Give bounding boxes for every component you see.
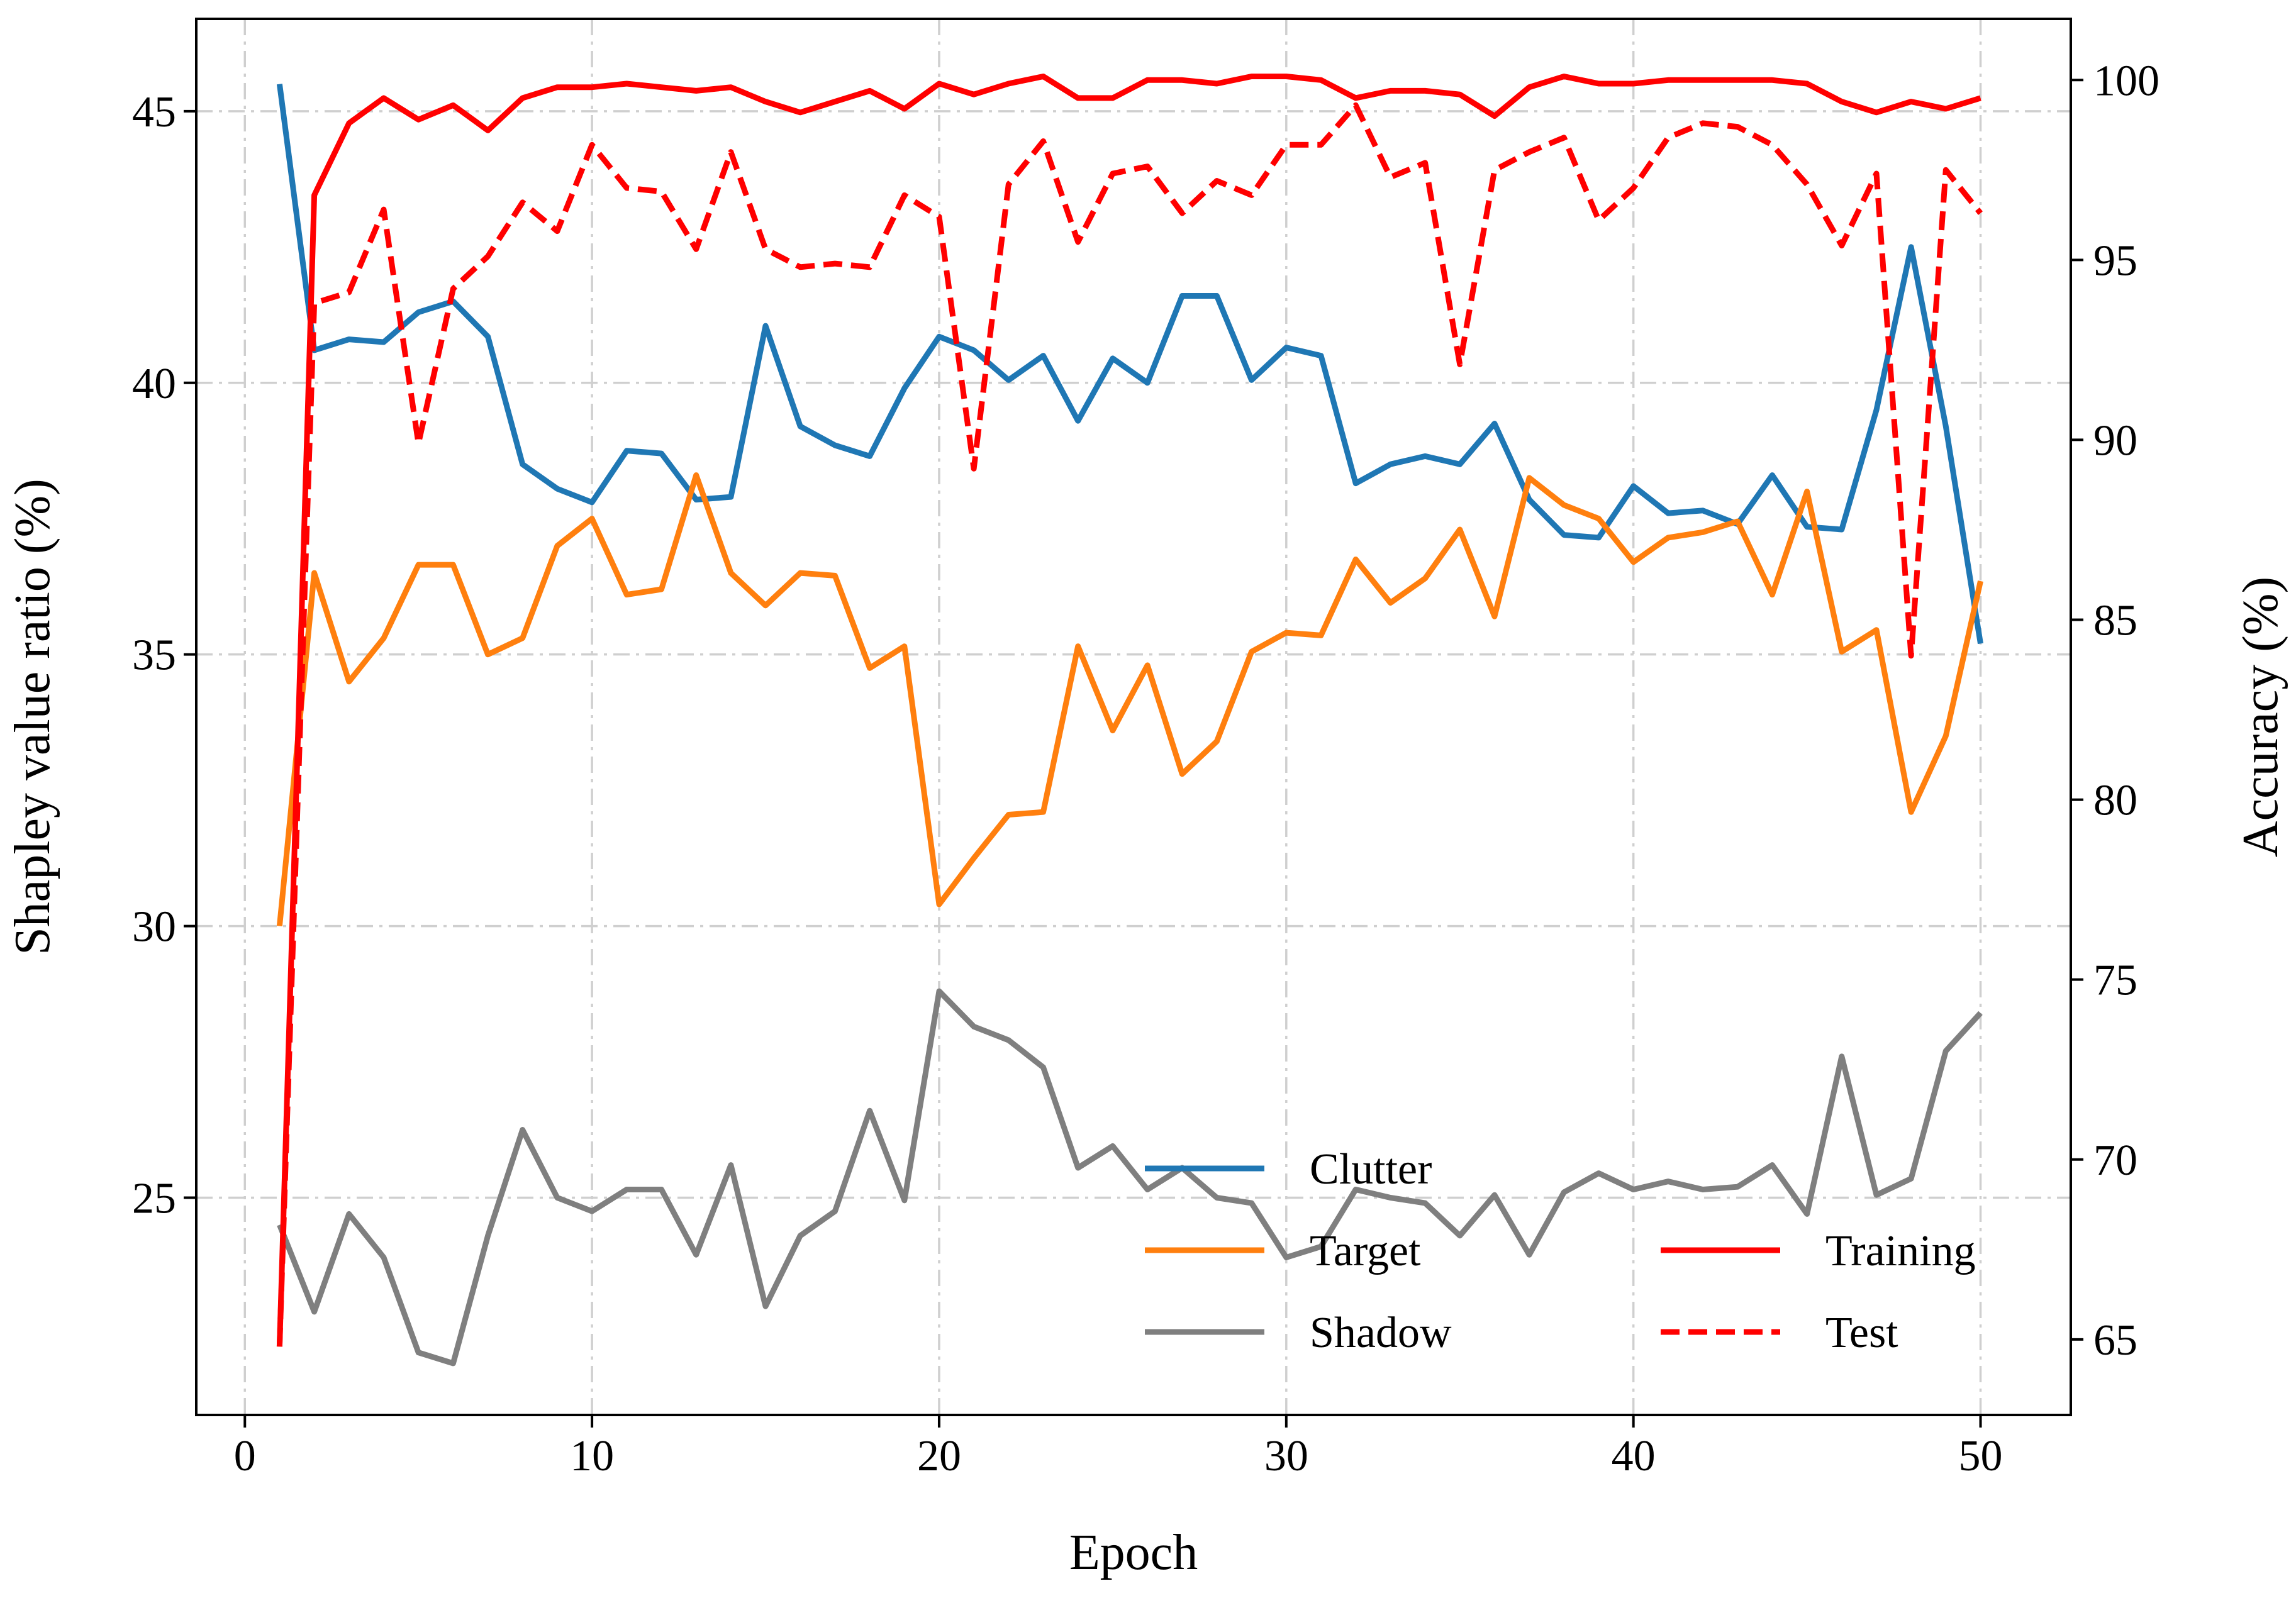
x-tick-label-5: 50 — [1959, 1432, 2003, 1480]
x-tick-label-0: 0 — [234, 1432, 256, 1480]
y-axis-right: 65 70 75 80 85 90 95 100 — [2071, 57, 2159, 1365]
y-left-tick-label-4: 45 — [132, 88, 176, 136]
x-tick-label-2: 20 — [917, 1432, 961, 1480]
series-line-clutter — [276, 84, 1983, 645]
y-right-tick-label-7: 100 — [2093, 57, 2159, 105]
x-tick-label-3: 30 — [1264, 1432, 1308, 1480]
x-axis-title: Epoch — [1069, 1525, 1198, 1580]
legend-label-clutter: Clutter — [1310, 1145, 1432, 1194]
plot-area — [276, 74, 1983, 1367]
y-right-tick-label-4: 85 — [2093, 597, 2137, 645]
series-line-target — [276, 472, 1983, 927]
plot-frame — [195, 18, 2072, 1416]
x-tick-label-4: 40 — [1612, 1432, 1656, 1480]
y-right-tick-label-0: 65 — [2093, 1316, 2137, 1365]
y-right-tick-label-1: 70 — [2093, 1136, 2137, 1185]
y-axis-left: 25 30 35 40 45 — [132, 88, 196, 1223]
grid — [196, 19, 2071, 1415]
y-axis-right-title: Accuracy (%) — [2233, 577, 2288, 857]
x-tick-label-1: 10 — [570, 1432, 614, 1480]
legend: Clutter Target Shadow Training Test — [1145, 1145, 1976, 1357]
y-left-tick-label-0: 25 — [132, 1174, 176, 1223]
series-line-shadow — [277, 988, 1983, 1367]
y-right-tick-label-5: 90 — [2093, 416, 2137, 465]
y-left-tick-label-3: 40 — [132, 360, 176, 408]
series-line-training — [276, 74, 1981, 1347]
y-right-tick-label-2: 75 — [2093, 957, 2137, 1005]
legend-label-training: Training — [1825, 1227, 1976, 1275]
x-axis: 0 10 20 30 40 50 — [234, 1415, 2003, 1480]
legend-label-shadow: Shadow — [1310, 1309, 1452, 1357]
legend-label-target: Target — [1310, 1227, 1421, 1275]
y-axis-left-title: Shapley value ratio (%) — [5, 479, 60, 955]
y-left-tick-label-2: 35 — [132, 631, 176, 680]
y-right-tick-label-6: 95 — [2093, 236, 2137, 285]
y-right-tick-label-3: 80 — [2093, 777, 2137, 825]
series-line-test — [276, 102, 1983, 1347]
legend-label-test: Test — [1825, 1309, 1898, 1357]
y-left-tick-label-1: 30 — [132, 903, 176, 951]
